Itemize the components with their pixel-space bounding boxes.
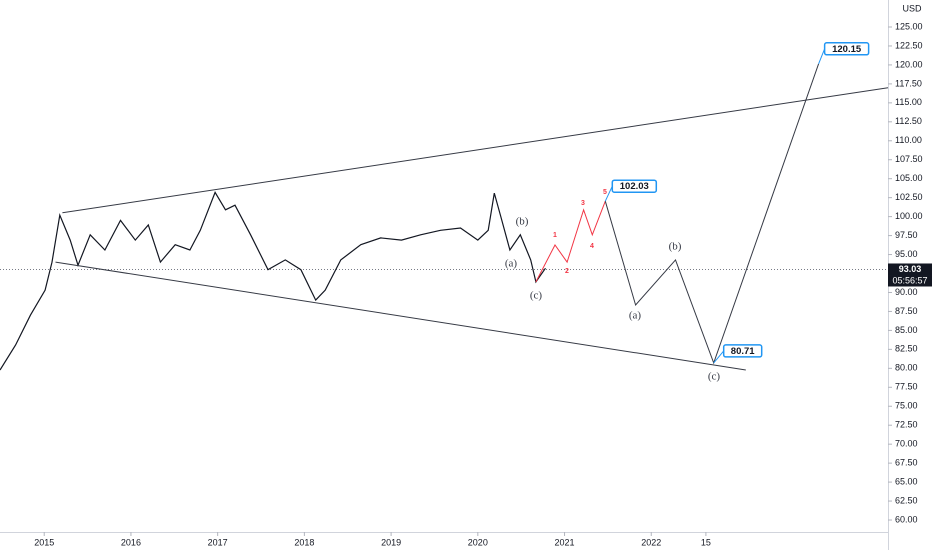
- y-tick-label: 120.00: [895, 59, 923, 69]
- y-tick-label: 102.50: [895, 192, 923, 202]
- y-tick-label: 80.00: [895, 363, 918, 373]
- wave-label: 2: [565, 268, 569, 275]
- y-tick-label: 107.50: [895, 154, 923, 164]
- y-tick-label: 72.50: [895, 420, 918, 430]
- y-tick-label: 115.00: [895, 97, 922, 107]
- x-tick-label: 15: [701, 537, 711, 547]
- wave-label: 1: [553, 232, 557, 239]
- countdown-badge: [888, 275, 932, 287]
- series-line: [0, 191, 546, 371]
- callout-box: [722, 344, 763, 358]
- y-tick-label: 82.50: [895, 344, 918, 354]
- callout-pointer: [818, 48, 826, 64]
- price-badge-label: 93.03: [899, 264, 922, 274]
- x-tick-label: 2019: [381, 537, 401, 547]
- y-tick-label: 75.00: [895, 401, 918, 411]
- x-tick-label: 2016: [121, 537, 141, 547]
- countdown-label: 05:56:57: [892, 275, 927, 285]
- x-tick-label: 2018: [294, 537, 314, 547]
- callout-label: 80.71: [731, 346, 755, 357]
- wave-label: 5: [603, 189, 607, 196]
- wave-label: 4: [590, 243, 594, 250]
- y-tick-label: 110.00: [895, 135, 922, 145]
- y-tick-label: 85.00: [895, 325, 918, 335]
- y-tick-label: 65.00: [895, 476, 918, 486]
- wave-label: (c): [530, 290, 543, 302]
- wave-label: (c): [708, 371, 721, 383]
- y-tick-label: 95.00: [895, 249, 918, 259]
- series-line: [55, 261, 746, 371]
- currency-label: USD: [902, 3, 922, 13]
- y-tick-label: 67.50: [895, 458, 918, 468]
- y-tick-label: 122.50: [895, 40, 923, 50]
- callout-pointer: [713, 350, 725, 364]
- y-tick-label: 60.00: [895, 514, 918, 524]
- wave-label: 3: [581, 200, 585, 207]
- wave-label: (b): [516, 216, 529, 228]
- y-tick-label: 105.00: [895, 173, 923, 183]
- series-line: [604, 63, 820, 365]
- x-tick-label: 2021: [555, 537, 575, 547]
- callout-box: [611, 179, 658, 193]
- y-tick-label: 77.50: [895, 382, 918, 392]
- callout-pointer: [604, 186, 613, 202]
- y-tick-label: 90.00: [895, 287, 918, 297]
- callout-label: 102.03: [620, 181, 649, 192]
- y-tick-label: 62.50: [895, 495, 918, 505]
- price-badge: [888, 263, 932, 276]
- x-tick-label: 2015: [34, 537, 54, 547]
- wave-label: (a): [629, 310, 642, 322]
- y-tick-label: 100.00: [895, 211, 923, 221]
- y-tick-label: 97.50: [895, 230, 918, 240]
- y-tick-label: 125.00: [895, 21, 923, 31]
- y-tick-label: 117.50: [895, 78, 922, 88]
- series-line: [62, 87, 889, 214]
- x-tick-label: 2017: [208, 537, 228, 547]
- wave-label: (b): [669, 241, 682, 253]
- wave-label: (a): [505, 258, 518, 270]
- callout-label: 120.15: [832, 44, 862, 55]
- x-tick-label: 2022: [641, 537, 661, 547]
- y-tick-label: 70.00: [895, 439, 918, 449]
- x-tick-label: 2020: [468, 537, 488, 547]
- series-line: [535, 201, 606, 283]
- callout-box: [823, 42, 870, 56]
- y-tick-label: 112.50: [895, 116, 922, 126]
- y-tick-label: 87.50: [895, 306, 918, 316]
